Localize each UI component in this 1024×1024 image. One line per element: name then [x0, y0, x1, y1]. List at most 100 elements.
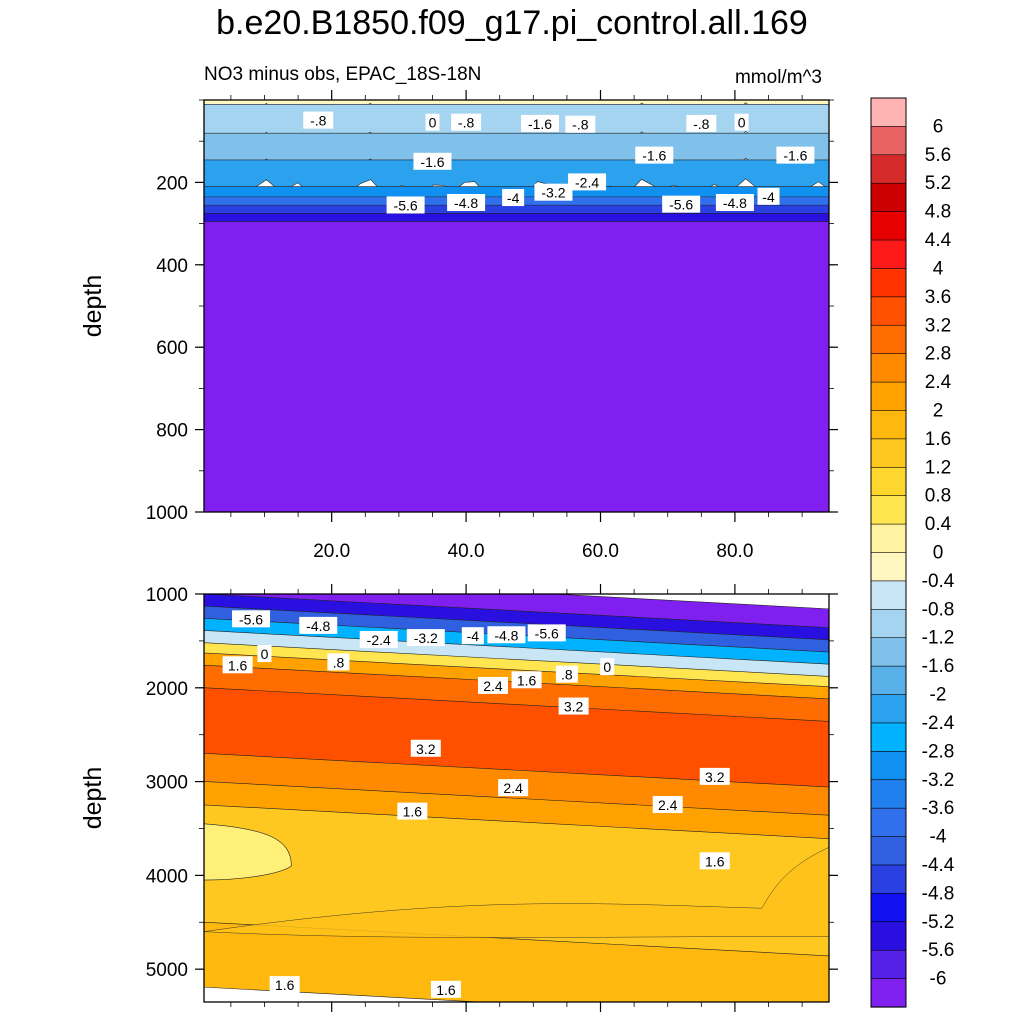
contour-label-text: 2.4 [658, 797, 678, 813]
contour-label: 1.6 [397, 802, 428, 820]
contour-label: 3.2 [699, 767, 730, 785]
y-axis-label: depth [79, 275, 107, 338]
colorbar-label: 2.4 [925, 372, 952, 393]
contour-label-bg [477, 676, 508, 694]
contour-label: 2.4 [477, 676, 508, 694]
contour-label: -4.8 [487, 626, 526, 644]
colorbar-swatch [870, 97, 907, 128]
colorbar-swatch [870, 324, 907, 355]
colorbar-label: -2.4 [922, 713, 955, 734]
colorbar-label: -0.8 [922, 599, 955, 620]
contour-label-text: .8 [333, 654, 345, 670]
y-tick-label: 400 [156, 256, 188, 277]
colorbar-swatch [870, 807, 907, 838]
contour-label-text: -4 [467, 628, 480, 644]
contour-label-text: -5.6 [239, 611, 263, 627]
y-tick-label: 1000 [146, 503, 188, 524]
contour-band [204, 781, 829, 843]
contour-label-text: -5.6 [535, 625, 559, 641]
colorbar-label: 5.2 [925, 173, 951, 194]
colorbar-label: -4 [930, 827, 947, 848]
colorbar-swatch [870, 182, 907, 213]
contour-label: -4.8 [299, 616, 338, 634]
contour-label-text: 1.6 [436, 982, 456, 998]
contour-label-bg [699, 767, 730, 785]
contour-label: -2.4 [568, 173, 607, 191]
colorbar-swatch [870, 154, 907, 184]
contour-label-bg [502, 189, 525, 207]
contour-label-text: -4.8 [494, 627, 518, 643]
colorbar-swatch [870, 978, 907, 1008]
contour-label-bg [447, 194, 486, 211]
contour-label-bg [715, 194, 754, 211]
contour-label-bg [299, 616, 338, 634]
contour-label: 1.6 [699, 852, 730, 870]
contour-label-text: -4.8 [454, 195, 478, 211]
x-tick-label: 60.0 [582, 541, 619, 562]
contour-label-bg [521, 114, 560, 132]
y-tick-label: 1000 [146, 585, 188, 606]
colorbar: 6 5.6 5.2 4.8 4.4 4 3.6 3.2 2.8 2.4 2 1.6 1.2 0.8 0.4 0… [870, 97, 955, 1008]
colorbar-swatch [870, 836, 907, 866]
contour-label: -1.6 [776, 146, 815, 164]
colorbar-swatch [870, 864, 907, 894]
contour-label: 0 [425, 113, 440, 131]
contour-label: 3.2 [558, 697, 589, 715]
colorbar-label: 4.8 [925, 202, 951, 223]
colorbar-label: -6 [930, 969, 947, 990]
contour-label-bg [568, 173, 607, 191]
contour-label: -.8 [303, 111, 334, 129]
contour-label-bg [303, 111, 334, 129]
contour-label: -.8 [686, 114, 717, 132]
contour-band [204, 664, 829, 726]
contour-label-text: -.8 [572, 117, 589, 133]
plot-frame [203, 593, 830, 1003]
colorbar-label: 0.4 [925, 514, 952, 535]
contour-label-bg [734, 113, 749, 131]
contour-label: -4 [502, 189, 525, 207]
contour-label-bg [600, 658, 615, 676]
contour-label-text: 1.6 [275, 977, 295, 993]
plot-subtitle: NO3 minus obs, EPAC_18S-18N [204, 64, 482, 85]
contour-label-text: -.8 [458, 115, 475, 131]
colorbar-swatch [870, 552, 907, 582]
y-tick-label: 800 [156, 421, 188, 442]
colorbar-label: -2 [930, 685, 947, 706]
colorbar-label: -5.2 [922, 912, 955, 933]
contour-label: .8 [555, 665, 578, 683]
colorbar-label: 3.2 [925, 315, 951, 336]
y-axis-label: depth [79, 767, 107, 830]
colorbar-swatch [870, 751, 907, 781]
contour-label-bg [757, 187, 780, 205]
contour-label-text: -4 [507, 190, 520, 206]
contour-label: -.8 [565, 115, 596, 133]
colorbar-swatch [870, 949, 907, 980]
contour-label: 0 [734, 113, 749, 131]
contour-label-text: -2.4 [367, 632, 391, 648]
panel-upper: 200 400 600 800 1000 20.0 40.0 60.0 80.0 depth -.8… [79, 90, 838, 562]
contour-label-bg [257, 645, 272, 663]
colorbar-label: 4 [933, 258, 944, 279]
colorbar-label: 5.6 [925, 145, 951, 166]
contour-label: -4.8 [715, 194, 754, 211]
contour-label-text: 1.6 [403, 804, 423, 820]
y-tick-label: 200 [156, 173, 188, 194]
contour-label: 1.6 [430, 980, 461, 998]
contour-label-text: -3.2 [541, 185, 565, 201]
contour-label-text: -2.4 [575, 174, 599, 190]
contour-label-text: -4.8 [306, 618, 330, 634]
contour-label-bg [652, 796, 683, 814]
contour-label: 1.6 [222, 656, 253, 674]
contour-label-text: -5.6 [669, 197, 693, 213]
contour-label-text: -.8 [693, 116, 710, 132]
contour-label-text: 3.2 [416, 741, 436, 757]
contour-label-text: -4 [762, 189, 775, 205]
x-tick-label: 20.0 [313, 541, 350, 562]
contour-label-bg [359, 630, 398, 648]
contour-band [204, 221, 829, 512]
contour-label-bg [662, 195, 701, 213]
colorbar-swatch [870, 126, 907, 156]
y-tick-label: 600 [156, 338, 188, 359]
contour-label-text: 1.6 [705, 853, 725, 869]
contour-label: -3.2 [534, 183, 573, 201]
